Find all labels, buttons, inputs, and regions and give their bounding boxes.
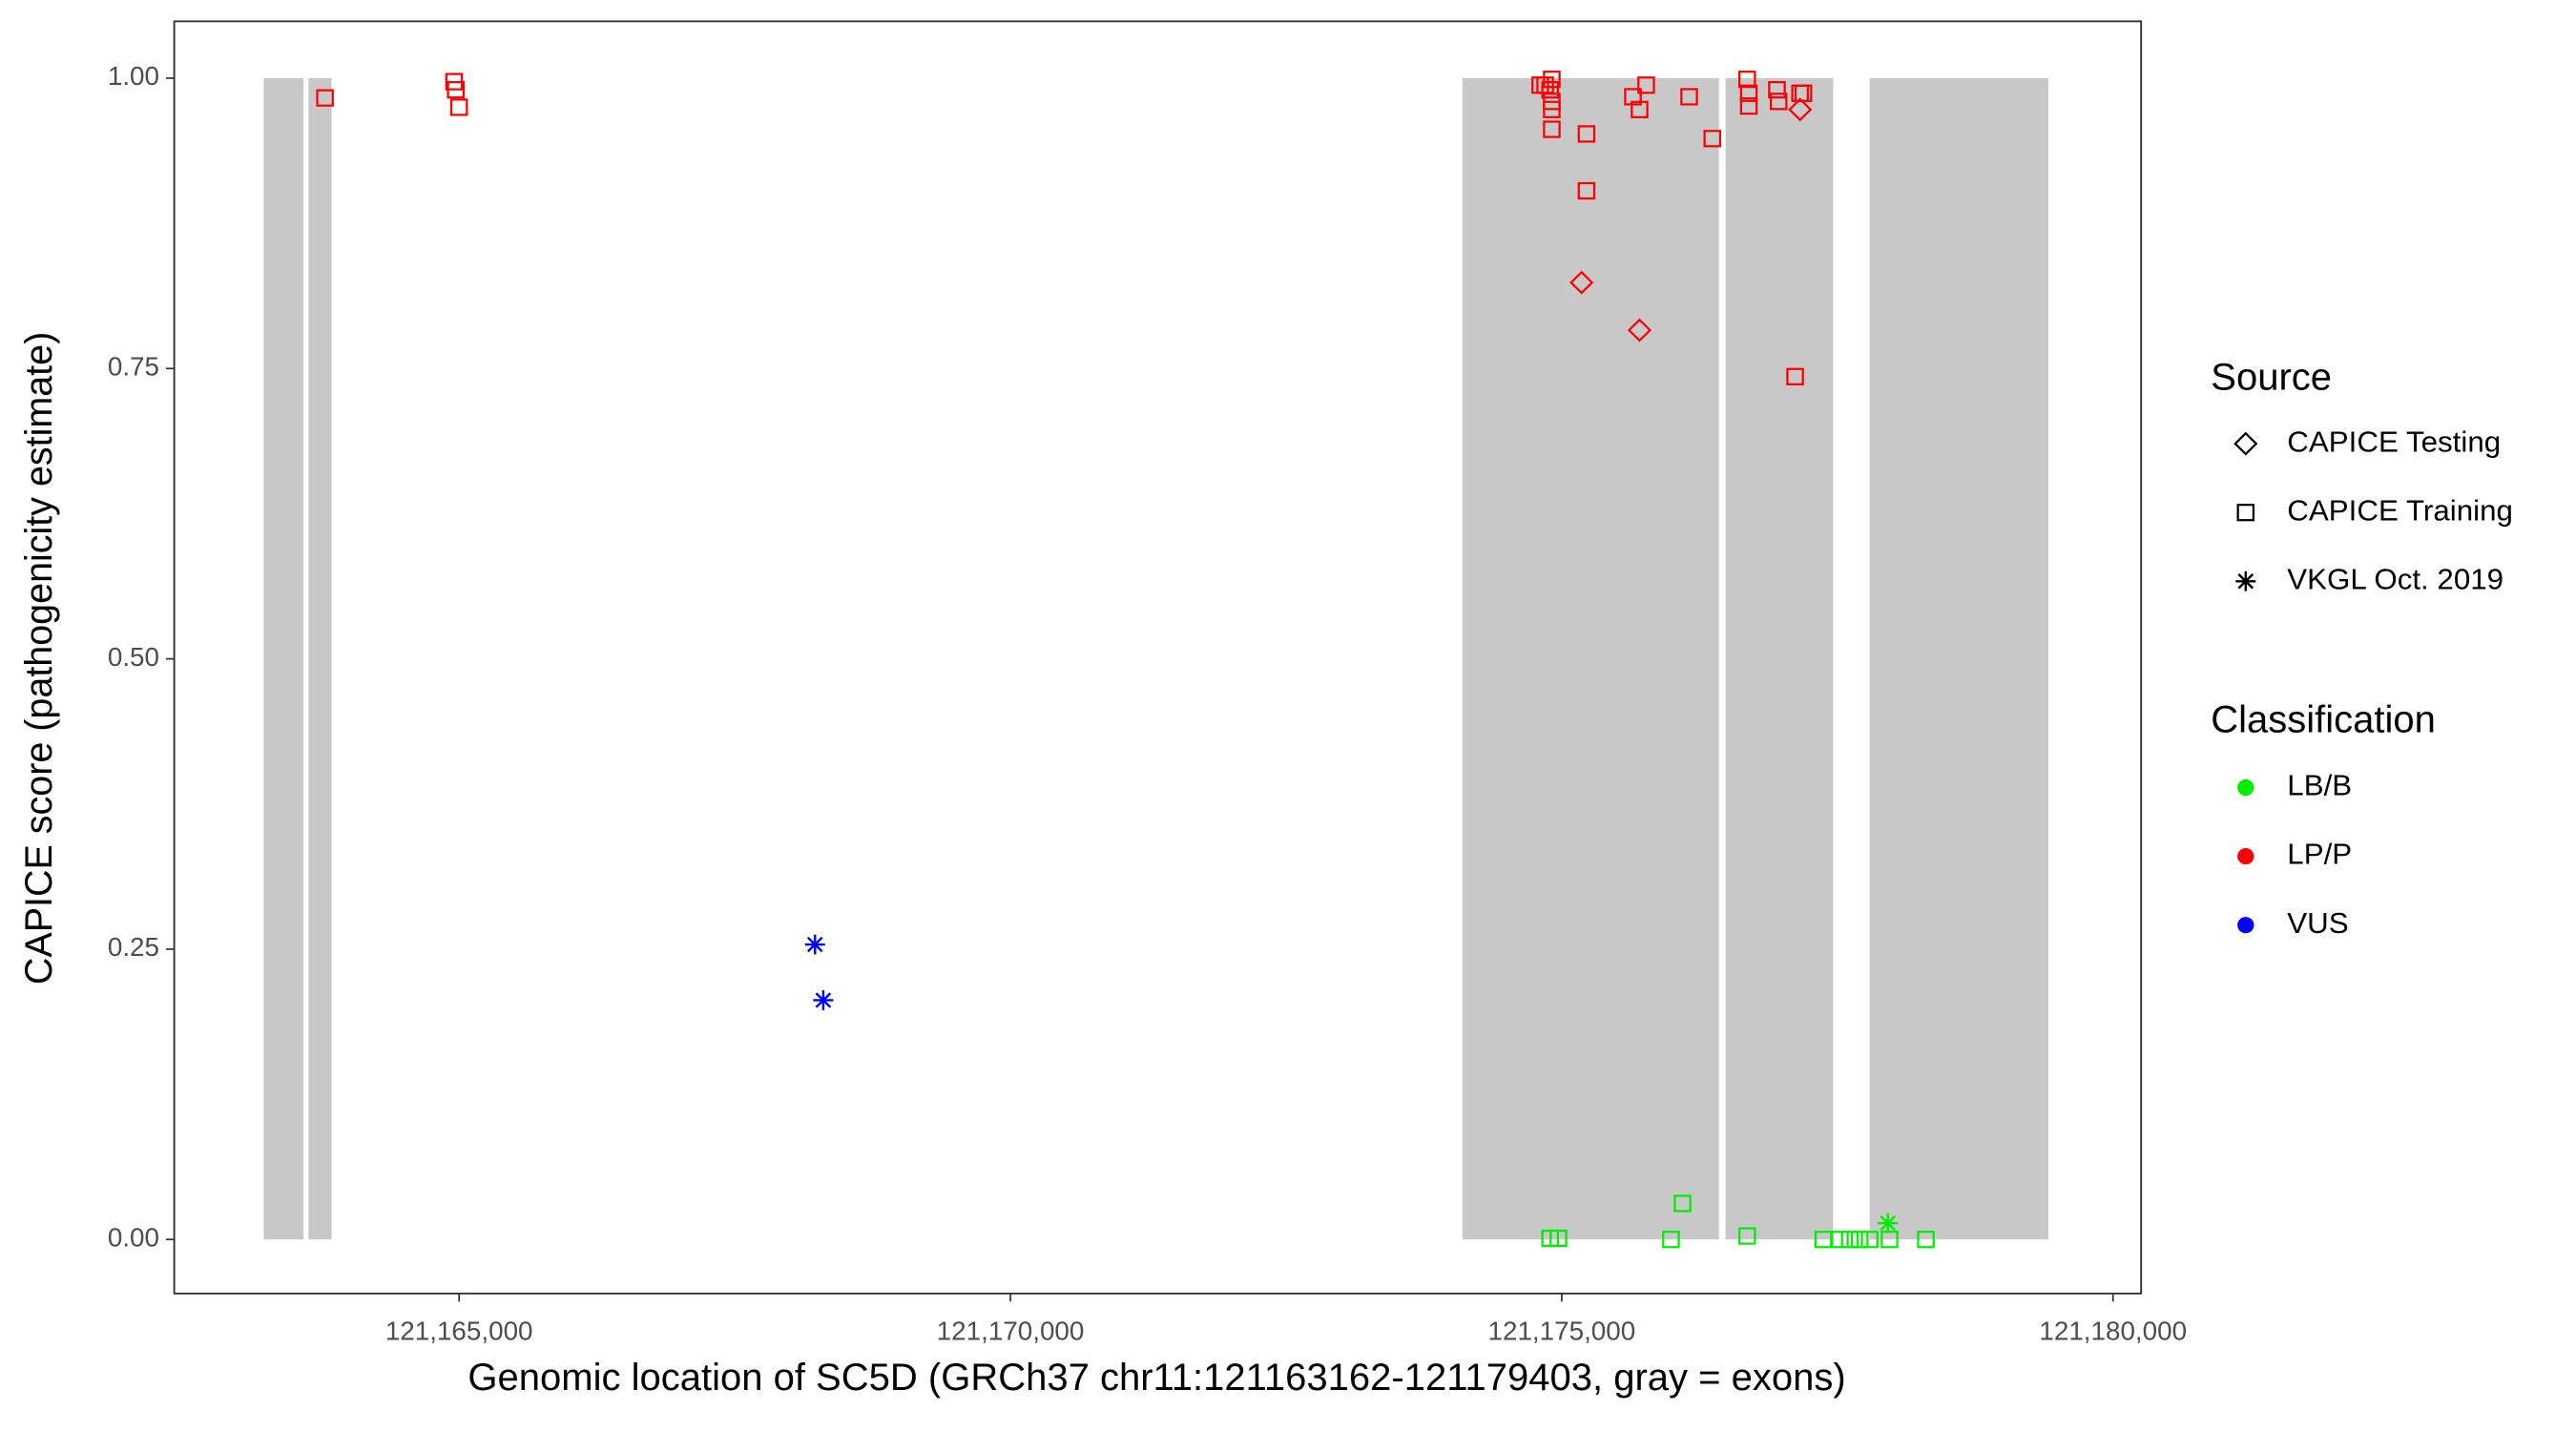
star-stroke xyxy=(806,936,823,953)
point xyxy=(813,990,834,1010)
point xyxy=(1786,367,1804,385)
point xyxy=(1627,318,1652,342)
point xyxy=(1543,120,1561,138)
exon xyxy=(1462,77,1719,1240)
point xyxy=(1880,1231,1899,1249)
point xyxy=(1739,97,1758,115)
point xyxy=(1541,80,1560,99)
legend-key xyxy=(2237,848,2254,865)
star-stroke xyxy=(815,992,832,1008)
star-stroke xyxy=(1880,1214,1897,1232)
y-tick-label: 0.50 xyxy=(108,642,159,672)
point xyxy=(1788,97,1813,122)
point xyxy=(1680,88,1698,106)
point xyxy=(1624,88,1642,106)
point xyxy=(1673,1194,1692,1213)
legend-title: Classification xyxy=(2211,699,2436,741)
point xyxy=(1631,100,1649,118)
y-tick-label: 1.00 xyxy=(108,61,159,91)
legend-label: VKGL Oct. 2019 xyxy=(2287,563,2503,596)
legend-title: Source xyxy=(2211,357,2332,399)
legend-label: CAPICE Testing xyxy=(2287,425,2501,458)
x-tick-label: 121,165,000 xyxy=(385,1316,533,1345)
legend-label: CAPICE Training xyxy=(2287,494,2513,528)
point xyxy=(804,934,825,955)
point xyxy=(1769,93,1788,111)
legend-key xyxy=(2236,504,2255,522)
exon xyxy=(308,77,332,1240)
point xyxy=(1577,125,1596,143)
point xyxy=(1860,1231,1879,1249)
legend-key xyxy=(2235,570,2256,591)
point xyxy=(1768,80,1786,99)
point xyxy=(1878,1213,1899,1234)
point xyxy=(1549,1229,1568,1248)
legend-key xyxy=(2237,917,2254,934)
x-tick-label: 121,175,000 xyxy=(1488,1316,1636,1345)
point xyxy=(1851,1231,1869,1249)
plot-panel xyxy=(173,20,2143,1295)
point xyxy=(1569,270,1594,295)
y-axis-title: CAPICE score (pathogenicity estimate) xyxy=(18,332,60,985)
x-tick-label: 121,180,000 xyxy=(2039,1316,2187,1345)
legend-key xyxy=(2237,778,2254,797)
legend-key xyxy=(2233,431,2258,456)
exon xyxy=(1725,77,1834,1240)
y-tick-label: 0.00 xyxy=(108,1223,159,1253)
point xyxy=(1794,84,1813,102)
y-tick-label: 0.75 xyxy=(108,352,159,382)
point xyxy=(1662,1231,1680,1249)
point xyxy=(1577,181,1596,200)
point xyxy=(1739,84,1758,102)
point xyxy=(1738,1227,1756,1245)
y-tick-label: 0.25 xyxy=(108,932,159,962)
legend-label: VUS xyxy=(2287,906,2348,940)
exon xyxy=(1869,77,2049,1240)
point xyxy=(1840,1231,1859,1249)
point xyxy=(447,80,465,99)
plot-panel xyxy=(173,20,2143,1295)
x-axis-title: Genomic location of SC5D (GRCh37 chr11:1… xyxy=(467,1357,1845,1399)
point xyxy=(1637,76,1655,94)
x-tick-label: 121,170,000 xyxy=(937,1316,1085,1345)
point xyxy=(449,98,468,116)
exon xyxy=(263,77,304,1240)
point xyxy=(316,89,334,107)
point xyxy=(1831,1231,1849,1249)
star-stroke xyxy=(2237,573,2254,590)
point xyxy=(1917,1231,1935,1249)
legend-label: LP/P xyxy=(2287,838,2352,871)
point xyxy=(1703,130,1722,148)
point xyxy=(1738,71,1756,89)
point xyxy=(1543,71,1561,89)
legend-label: LB/B xyxy=(2287,769,2352,802)
point xyxy=(1543,100,1561,118)
